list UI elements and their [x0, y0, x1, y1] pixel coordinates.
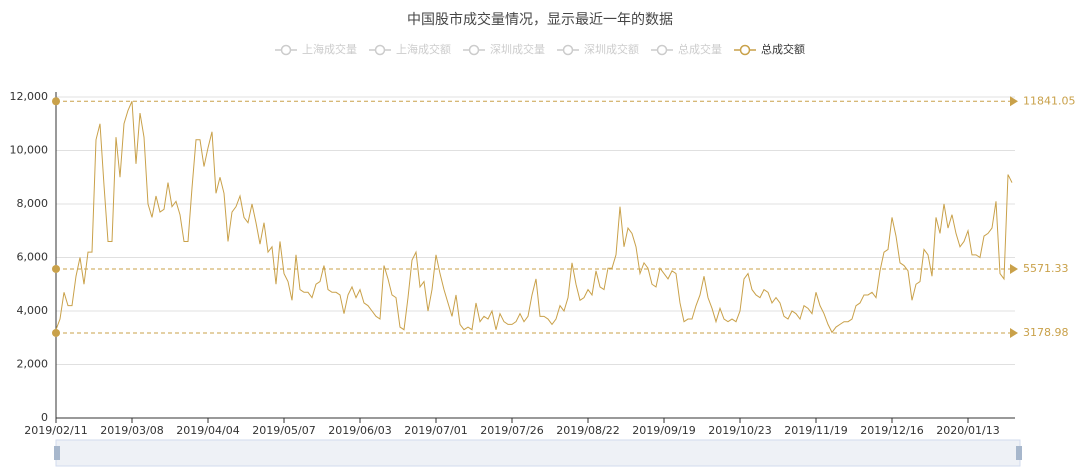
legend: 上海成交量 上海成交额 深圳成交量 深圳成交额 总成交量 总成交额 — [275, 42, 805, 56]
mark-line-arrow — [1010, 263, 1018, 274]
x-tick-label: 2019/02/11 — [24, 424, 87, 437]
y-tick-label: 6,000 — [17, 251, 49, 264]
mark-line-arrow — [1010, 96, 1018, 107]
x-tick-label: 2019/05/07 — [252, 424, 315, 437]
y-tick-label: 8,000 — [17, 197, 49, 210]
legend-label: 总成交量 — [678, 42, 722, 56]
mark-line-start — [52, 97, 60, 106]
legend-item[interactable]: 上海成交额 — [369, 42, 451, 56]
x-tick-label: 2020/01/13 — [936, 424, 999, 437]
y-tick-label: 2,000 — [17, 358, 49, 371]
legend-symbol — [374, 44, 386, 56]
mark-line-arrow — [1010, 327, 1018, 338]
x-tick-label: 2019/11/19 — [784, 424, 847, 437]
mark-line-label: 3178.98 — [1023, 326, 1069, 339]
x-tick-label: 2019/08/22 — [556, 424, 619, 437]
legend-label: 总成交额 — [761, 42, 805, 56]
mark-line-label: 5571.33 — [1023, 262, 1069, 275]
chart-title: 中国股市成交量情况，显示最近一年的数据 — [407, 11, 673, 28]
legend-symbol — [280, 44, 292, 56]
mark-line-label: 11841.05 — [1023, 94, 1076, 107]
x-tick-label: 2019/07/01 — [404, 424, 467, 437]
legend-symbol — [562, 44, 574, 56]
x-tick-label: 2019/07/26 — [480, 424, 543, 437]
series-line — [55, 101, 1013, 334]
x-tick-label: 2019/03/08 — [100, 424, 163, 437]
legend-label: 深圳成交额 — [584, 42, 639, 56]
legend-item[interactable]: 上海成交量 — [275, 42, 357, 56]
x-tick-label: 2019/06/03 — [328, 424, 391, 437]
legend-item[interactable]: 总成交量 — [651, 42, 722, 56]
legend-label: 上海成交额 — [396, 42, 451, 56]
legend-item[interactable]: 总成交额 — [734, 42, 805, 56]
legend-symbol — [656, 44, 668, 56]
zoom-slider[interactable] — [55, 439, 1021, 467]
x-tick-label: 2019/12/16 — [860, 424, 923, 437]
y-tick-label: 12,000 — [10, 90, 49, 103]
legend-label: 深圳成交量 — [490, 42, 545, 56]
zoom-handle[interactable] — [54, 446, 60, 460]
legend-symbol — [739, 44, 751, 56]
legend-symbol — [468, 44, 480, 56]
mark-line-start — [52, 328, 60, 337]
y-tick-label: 4,000 — [17, 304, 49, 317]
legend-item[interactable]: 深圳成交额 — [557, 42, 639, 56]
mark-line-start — [52, 264, 60, 273]
y-tick-label: 0 — [41, 411, 48, 424]
x-tick-label: 2019/09/19 — [632, 424, 695, 437]
x-tick-label: 2019/04/04 — [176, 424, 239, 437]
legend-label: 上海成交量 — [302, 42, 357, 56]
x-tick-label: 2019/10/23 — [708, 424, 771, 437]
y-tick-label: 10,000 — [10, 144, 49, 157]
legend-item[interactable]: 深圳成交量 — [463, 42, 545, 56]
zoom-handle[interactable] — [1016, 446, 1022, 460]
